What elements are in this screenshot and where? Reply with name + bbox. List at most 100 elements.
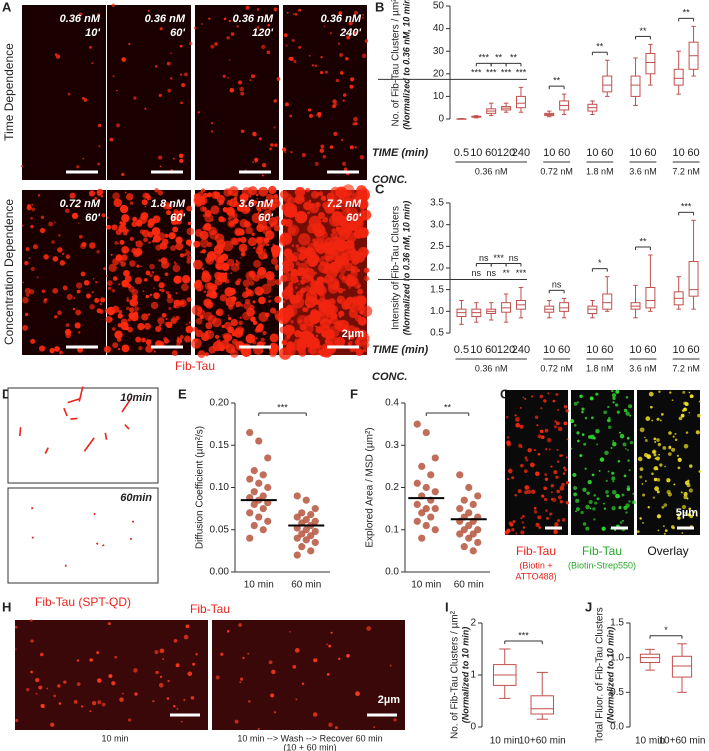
spot <box>357 188 370 201</box>
spot <box>272 252 278 259</box>
point <box>250 521 258 530</box>
spot <box>654 466 658 470</box>
spot <box>363 275 370 282</box>
spot <box>257 211 260 214</box>
spot <box>242 279 251 288</box>
spot <box>215 675 220 680</box>
spot <box>256 8 260 11</box>
box <box>515 95 526 109</box>
spot <box>362 348 367 353</box>
spot <box>309 277 314 282</box>
spot <box>337 298 342 304</box>
spot <box>89 710 92 713</box>
spot <box>605 490 609 494</box>
spot <box>564 468 567 472</box>
spot <box>135 336 142 343</box>
spot <box>298 283 300 285</box>
spot <box>263 254 268 259</box>
tile-label: 10min <box>120 392 152 404</box>
spot <box>629 441 634 445</box>
spot <box>83 279 90 286</box>
group-label: 0.72 nM <box>540 363 573 373</box>
spot <box>359 205 362 208</box>
spot <box>656 478 661 482</box>
spot <box>207 192 213 198</box>
spot <box>621 493 625 497</box>
spot <box>348 308 358 319</box>
spot <box>304 285 312 293</box>
spot <box>619 521 623 524</box>
x-tick-label: 240 <box>512 344 530 356</box>
spot <box>273 126 276 129</box>
spot <box>172 226 179 233</box>
spot <box>335 186 348 199</box>
spot <box>281 339 288 346</box>
spot <box>38 685 43 690</box>
spot <box>71 212 79 220</box>
spot <box>238 243 248 253</box>
spot <box>118 310 123 314</box>
spot <box>321 346 333 358</box>
spot <box>78 234 83 239</box>
spot <box>520 463 524 468</box>
spot <box>158 93 162 97</box>
haze <box>283 190 367 355</box>
point <box>465 534 473 542</box>
spot <box>639 467 644 471</box>
spot <box>48 221 54 227</box>
spot <box>170 317 178 324</box>
y-tick-label: 1.0 <box>610 652 624 663</box>
spot <box>357 288 364 295</box>
spot <box>291 244 294 247</box>
spot <box>521 514 525 518</box>
spot <box>91 62 94 65</box>
spot <box>305 290 318 303</box>
spot <box>285 336 290 341</box>
spot <box>601 526 606 531</box>
point <box>460 496 468 504</box>
tile-time: 60' <box>170 27 185 39</box>
y-tick-label: 1.5 <box>610 618 624 629</box>
tile-sub: (10 + 60 min) <box>283 742 336 751</box>
spot <box>64 208 70 214</box>
spot <box>249 195 252 198</box>
spot <box>166 697 170 700</box>
spot <box>656 417 660 421</box>
spot <box>515 532 518 535</box>
y-tick-label: 30 <box>433 46 445 57</box>
panel-label: C <box>375 181 385 196</box>
spot <box>184 72 188 77</box>
spot <box>361 53 367 59</box>
spot <box>653 437 657 441</box>
spot <box>582 522 587 526</box>
spot <box>612 396 616 401</box>
spot <box>221 217 227 223</box>
point <box>311 538 319 547</box>
spot <box>326 643 329 646</box>
spot <box>166 210 171 216</box>
spot <box>623 408 628 413</box>
tile-time: 60' <box>170 212 185 224</box>
spot <box>666 489 671 495</box>
spot <box>581 410 584 414</box>
spot <box>241 199 247 205</box>
spot <box>654 486 659 492</box>
spot <box>219 294 228 302</box>
spot <box>547 392 550 395</box>
spot <box>671 399 674 402</box>
spot <box>314 280 323 289</box>
spot <box>326 673 330 676</box>
spot <box>595 428 600 434</box>
spot <box>321 324 330 333</box>
point <box>250 467 258 475</box>
spot <box>64 328 72 336</box>
spot <box>318 191 324 197</box>
spot <box>158 259 162 262</box>
spot <box>263 249 266 252</box>
point <box>264 483 272 492</box>
spot <box>241 248 245 252</box>
spot <box>554 425 557 429</box>
x-tick-label: 60 <box>644 147 656 159</box>
spot <box>327 277 340 290</box>
track <box>31 536 35 539</box>
